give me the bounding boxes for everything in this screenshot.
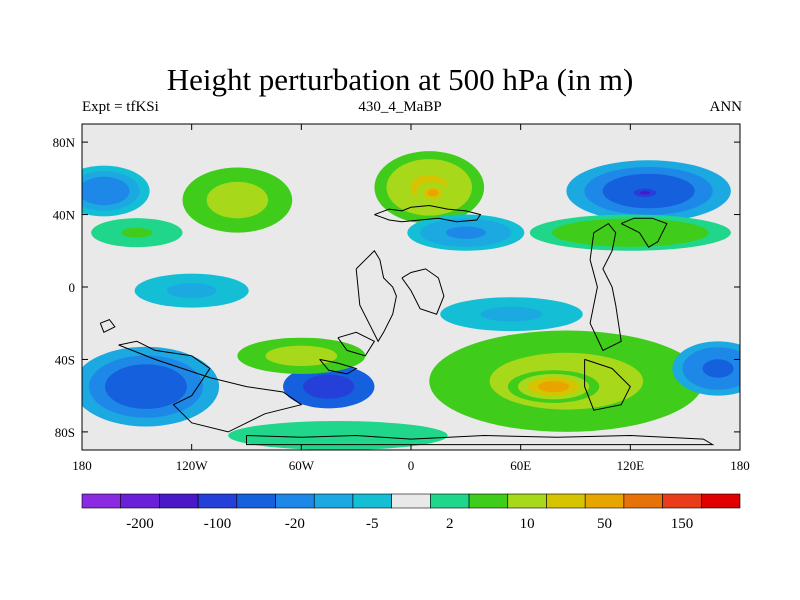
colorbar-label: 2 xyxy=(446,516,454,532)
field-blob xyxy=(420,292,603,336)
field-blob xyxy=(118,268,265,313)
colorbar-swatch xyxy=(197,493,238,509)
y-tick-label: 0 xyxy=(69,280,76,295)
coastline xyxy=(337,331,376,357)
field-blob xyxy=(82,165,150,217)
colorbar-swatch xyxy=(468,493,509,509)
subtitle-left: Expt = tfKSi xyxy=(82,99,159,115)
chart-title: Height perturbation at 500 hPa (in m) xyxy=(166,62,634,97)
coastline xyxy=(620,217,668,248)
x-tick-label: 120W xyxy=(176,458,209,473)
colorbar-label: 50 xyxy=(597,516,612,532)
field-blob xyxy=(237,337,366,374)
y-tick-label: 40S xyxy=(55,352,75,367)
y-tick-label: 80S xyxy=(55,425,75,440)
coastline xyxy=(374,204,482,223)
contour-band xyxy=(480,306,543,322)
colorbar-label: -5 xyxy=(366,516,379,532)
colorbar-swatch xyxy=(546,493,586,509)
subtitle-right: ANN xyxy=(709,99,743,115)
contour-band xyxy=(279,349,324,362)
colorbar-swatch xyxy=(700,493,741,509)
coastline xyxy=(99,318,116,333)
colorbar-swatch xyxy=(313,493,354,509)
colorbar-swatch xyxy=(662,493,702,509)
colorbar-swatch xyxy=(352,493,392,509)
contour-band xyxy=(313,379,345,395)
colorbar-label: -100 xyxy=(204,516,232,532)
contour-band xyxy=(166,283,217,299)
colorbar-label: -200 xyxy=(126,516,154,532)
colorbar-swatch xyxy=(159,493,199,509)
y-axis: 80N 40N 0 40S 80S xyxy=(53,135,740,440)
colorbar-label: 10 xyxy=(520,516,535,532)
field-blob xyxy=(82,346,220,427)
contour-band xyxy=(445,226,486,239)
field-blob xyxy=(672,341,740,396)
subtitle-center: 430_4_MaBP xyxy=(358,99,442,115)
x-axis: 180 120W 60W 0 60E 120E 180 xyxy=(72,124,750,473)
colorbar: -200 -100 -20 -5 2 10 50 150 xyxy=(81,493,741,532)
contour-band xyxy=(88,182,120,200)
plot-area xyxy=(82,124,740,450)
contour-band xyxy=(218,188,257,212)
contour-band xyxy=(538,381,570,393)
coastline xyxy=(319,358,358,375)
y-tick-label: 40N xyxy=(53,208,76,223)
colorbar-label: 150 xyxy=(671,516,694,532)
colorbar-swatch xyxy=(507,493,547,509)
coastlines xyxy=(99,204,715,446)
coastline xyxy=(401,268,445,315)
field-blob xyxy=(407,214,525,251)
contour-band xyxy=(121,373,171,401)
colorbar-swatch xyxy=(391,493,431,509)
field-blob xyxy=(182,167,293,233)
field-blob xyxy=(416,181,450,204)
colorbar-swatch xyxy=(584,493,625,509)
field-blob xyxy=(283,364,375,409)
contour-band xyxy=(702,359,734,378)
colorbar-swatch xyxy=(81,493,122,509)
x-tick-label: 60E xyxy=(510,458,531,473)
x-tick-label: 60W xyxy=(289,458,315,473)
contour-band xyxy=(639,190,650,195)
x-tick-label: 0 xyxy=(408,458,415,473)
contour-band xyxy=(427,189,439,197)
field-blob xyxy=(91,218,183,248)
coastline xyxy=(589,222,622,352)
field-blob xyxy=(228,421,448,450)
colorbar-swatch xyxy=(120,493,160,509)
x-tick-label: 180 xyxy=(72,458,92,473)
field-blob xyxy=(507,370,600,403)
colorbar-swatch xyxy=(236,493,276,509)
contour-field xyxy=(82,151,740,450)
coastline xyxy=(246,434,715,446)
coastline xyxy=(118,340,303,433)
y-tick-label: 80N xyxy=(53,135,76,150)
colorbar-swatch xyxy=(623,493,663,509)
coastline xyxy=(584,358,631,411)
field-blob xyxy=(630,187,660,199)
colorbar-swatch xyxy=(275,493,315,509)
contour-band xyxy=(121,227,153,238)
colorbar-label: -20 xyxy=(285,516,305,532)
coastline xyxy=(355,250,397,343)
colorbar-swatch xyxy=(430,493,470,509)
x-tick-label: 120E xyxy=(617,458,645,473)
x-tick-label: 180 xyxy=(730,458,750,473)
contour-band xyxy=(300,430,376,441)
